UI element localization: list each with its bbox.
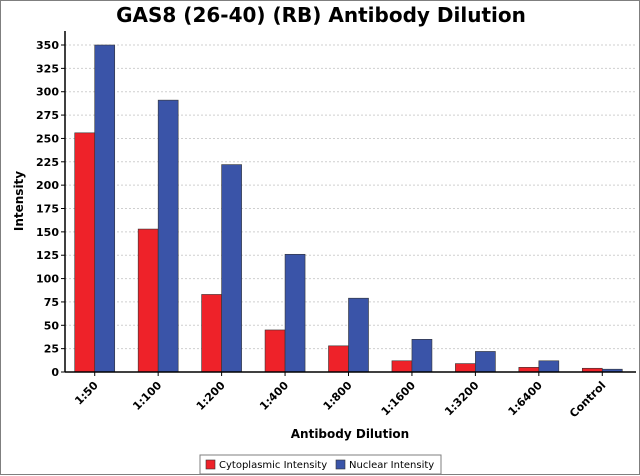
x-tick-label: 1:6400 <box>506 379 546 419</box>
bar-nuclear-1-3200 <box>475 351 496 373</box>
bar-nuclear-1-1600 <box>411 339 433 373</box>
x-tick-label: 1:200 <box>194 379 228 413</box>
bar-cytoplasmic-1-400 <box>264 329 286 373</box>
y-tick-label: 100 <box>36 273 59 286</box>
bar-nuclear-1-6400 <box>538 360 560 373</box>
y-tick-label: 300 <box>36 86 59 99</box>
y-tick-label: 225 <box>36 156 59 169</box>
bar-cytoplasmic-1-3200 <box>455 363 476 373</box>
x-tick-label: Control <box>567 379 608 420</box>
y-tick-label: 200 <box>36 179 59 192</box>
bar-cytoplasmic-1-100 <box>137 228 159 373</box>
y-tick-label: 50 <box>44 319 60 332</box>
x-tick-label: 1:100 <box>130 379 164 413</box>
y-tick-label: 25 <box>44 343 59 356</box>
bar-nuclear-1-100 <box>157 99 179 373</box>
legend-swatch <box>205 459 216 470</box>
y-tick-label: 325 <box>36 62 59 75</box>
y-tick-label: 250 <box>36 132 59 145</box>
x-tick-label: 1:400 <box>257 379 291 413</box>
legend-swatch <box>335 459 346 470</box>
y-tick-label: 275 <box>36 109 59 122</box>
x-tick-label: 1:1600 <box>379 379 419 419</box>
x-tick-label: 1:800 <box>321 379 355 413</box>
legend: Cytoplasmic Intensity Nuclear Intensity <box>199 454 442 475</box>
bar-cytoplasmic-1-800 <box>328 345 349 373</box>
bar-nuclear-1-200 <box>221 164 242 373</box>
y-tick-label: 150 <box>36 226 59 239</box>
bar-cytoplasmic-1-50 <box>74 132 96 373</box>
chart-title: GAS8 (26-40) (RB) Antibody Dilution <box>116 3 526 27</box>
x-axis-label: Antibody Dilution <box>291 427 409 441</box>
y-tick-label: 75 <box>44 296 59 309</box>
legend-label: Nuclear Intensity <box>349 460 434 471</box>
legend-label: Cytoplasmic Intensity <box>219 460 327 471</box>
y-axis-ticks: 0 25 50 75 100 125 150 175 200 225 250 275 300 325 350 <box>36 39 65 379</box>
legend-box <box>199 454 442 475</box>
bar-nuclear-1-50 <box>94 44 116 373</box>
y-axis-label: Intensity <box>12 171 26 231</box>
bar-nuclear-1-400 <box>284 253 306 373</box>
y-tick-label: 125 <box>36 249 59 262</box>
bar-nuclear-1-800 <box>348 297 369 373</box>
y-tick-label: 350 <box>36 39 59 52</box>
x-tick-label: 1:50 <box>72 379 101 408</box>
y-tick-label: 0 <box>51 366 59 379</box>
bars <box>74 44 623 373</box>
bar-cytoplasmic-1-1600 <box>391 360 413 373</box>
x-axis-ticks: 1:50 1:100 1:200 1:400 1:800 1:1600 1:3200 1:64… <box>72 372 608 420</box>
y-tick-label: 175 <box>36 203 59 216</box>
bar-cytoplasmic-1-200 <box>201 294 222 373</box>
x-tick-label: 1:3200 <box>442 379 482 419</box>
